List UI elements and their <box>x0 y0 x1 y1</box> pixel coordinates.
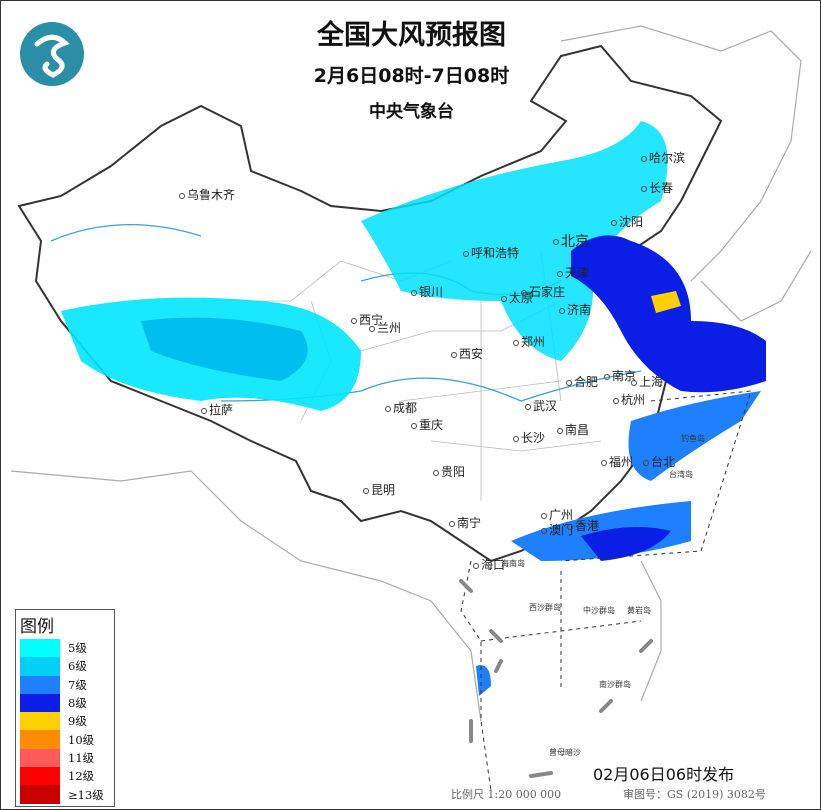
city-label: 福州 <box>601 453 633 470</box>
city-label: 合肥 <box>566 373 598 390</box>
city-label: 济南 <box>559 301 591 318</box>
city-label: 成都 <box>385 399 417 416</box>
city-label: 拉萨 <box>201 401 233 418</box>
city-label: 昆明 <box>363 481 395 498</box>
city-label: 重庆 <box>411 416 443 433</box>
nine-dash-line <box>459 579 653 778</box>
legend-title: 图例 <box>20 617 54 637</box>
island-label: 台湾岛 <box>669 470 693 479</box>
legend-label: ≥13级 <box>68 787 104 802</box>
legend-swatch <box>20 730 60 749</box>
city-label: 贵阳 <box>433 463 465 480</box>
forecast-period: 2月6日08时-7日08时 <box>313 65 510 87</box>
city-label: 长沙 <box>513 429 545 446</box>
legend-label: 6级 <box>68 659 87 674</box>
city-label: 哈尔滨 <box>641 149 685 166</box>
city-label: 呼和浩特 <box>463 244 519 261</box>
legend-swatch <box>20 657 60 676</box>
legend-swatch <box>20 767 60 786</box>
legend-item: 11级 <box>16 748 114 768</box>
city-label: 西安 <box>451 345 483 362</box>
legend-swatch <box>20 748 60 768</box>
legend-item: 8级 <box>16 693 114 713</box>
legend-item: 5级 <box>16 639 114 658</box>
island-label: 海南岛 <box>501 559 525 568</box>
issue-time: 02月06日06时发布 <box>593 765 735 784</box>
city-label: 乌鲁木齐 <box>179 186 235 203</box>
island-label: 南沙群岛 <box>599 680 631 689</box>
legend-label: 7级 <box>68 677 87 692</box>
map-title: 全国大风预报图 <box>317 20 506 51</box>
city-label: 银川 <box>411 283 443 300</box>
legend-swatch <box>20 639 60 658</box>
legend-label: 9级 <box>68 714 87 729</box>
island-label: 黄岩岛 <box>627 606 651 615</box>
city-label: 杭州 <box>613 391 645 408</box>
island-label: 曾母暗沙 <box>549 748 581 757</box>
city-label: 南宁 <box>449 514 481 531</box>
legend-item: 9级 <box>16 712 114 731</box>
map-scale: 比例尺 1:20 000 000 <box>451 788 562 801</box>
legend: 图例 5级 6级 7级 8级 9级 10级 11级 12级 ≥13级 <box>15 609 115 807</box>
map-approval-number: 审图号：GS (2019) 3082号 <box>623 788 766 801</box>
cma-logo-icon <box>20 22 84 86</box>
city-label: 台北 <box>643 453 675 470</box>
wind-area-level9 <box>651 291 681 313</box>
city-label: 南京 <box>604 367 636 384</box>
city-label: 上海 <box>631 373 663 390</box>
legend-swatch <box>20 675 60 694</box>
legend-item: 7级 <box>16 675 114 694</box>
island-label: 中沙群岛 <box>583 606 615 615</box>
legend-item: 12级 <box>16 767 114 786</box>
sea-boundaries <box>460 390 752 792</box>
legend-swatch <box>20 785 60 804</box>
city-label: 郑州 <box>513 333 545 350</box>
legend-label: 8级 <box>68 696 87 711</box>
neighbor-borders <box>10 25 812 722</box>
city-label: 兰州 <box>369 319 401 336</box>
city-label: 武汉 <box>525 397 557 414</box>
city-label: 天津 <box>557 264 589 281</box>
legend-label: 11级 <box>68 750 95 765</box>
city-label: 海口 <box>473 556 505 573</box>
legend-label: 5级 <box>68 641 87 656</box>
legend-item: 10级 <box>16 730 114 749</box>
city-label: 南昌 <box>557 421 589 438</box>
island-label: 钓鱼岛 <box>681 434 705 443</box>
island-label: 西沙群岛 <box>529 603 561 612</box>
legend-item: ≥13级 <box>16 785 114 804</box>
legend-swatch <box>20 712 60 731</box>
wind-area-level8 <box>571 235 766 561</box>
legend-item: 6级 <box>16 657 114 676</box>
legend-label: 12级 <box>68 769 95 784</box>
city-label: 长春 <box>641 179 673 196</box>
city-label: 沈阳 <box>611 213 643 230</box>
city-label: 北京 <box>553 231 589 251</box>
legend-swatch <box>20 693 60 713</box>
agency-name: 中央气象台 <box>369 102 454 122</box>
legend-label: 10级 <box>68 732 95 747</box>
city-label: 香港 <box>567 517 599 534</box>
city-label: 石家庄 <box>521 283 565 300</box>
